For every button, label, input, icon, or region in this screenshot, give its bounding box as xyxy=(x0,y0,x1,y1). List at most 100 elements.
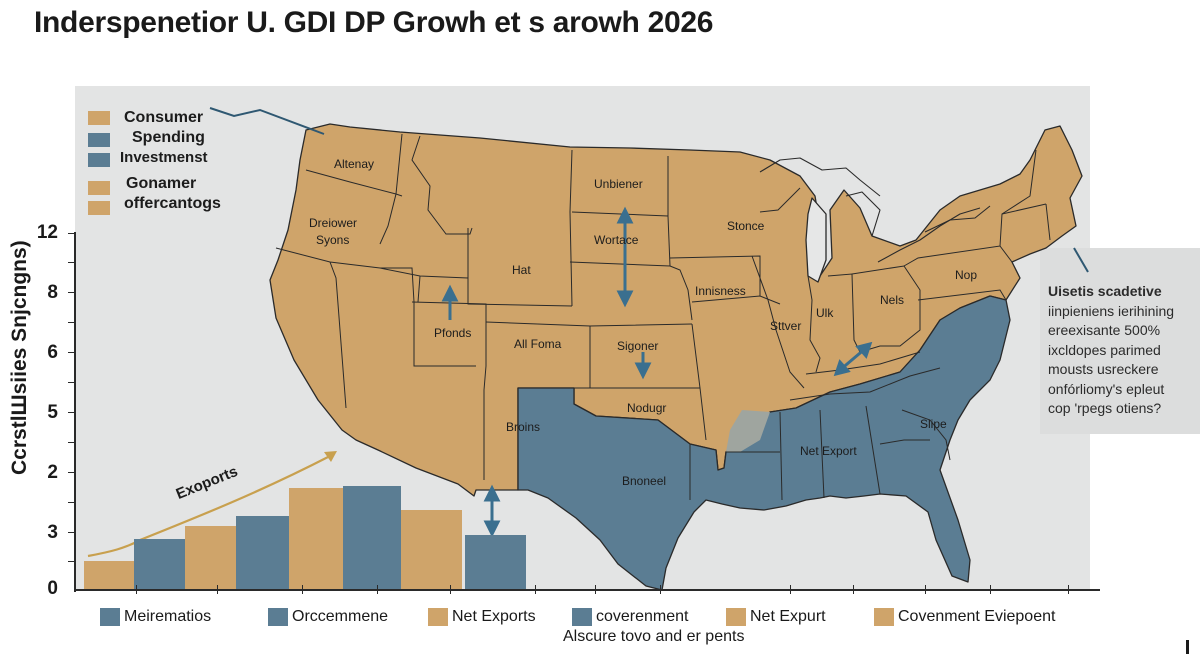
bar-1 xyxy=(84,561,134,589)
legend-top-label: Spending xyxy=(132,129,205,146)
legend-swatch xyxy=(88,133,110,147)
legend-bottom: Meirematios Orccemmene Net Exports cover… xyxy=(100,606,1100,628)
y-tick xyxy=(68,233,75,234)
state-label-kansas: Sigoner xyxy=(617,339,659,353)
legend-top-label: Consumer xyxy=(124,109,204,126)
bar-8 xyxy=(465,535,526,589)
lake-erie-shore xyxy=(877,207,981,263)
y-tick xyxy=(68,382,75,383)
legend-bottom-item: coverenment xyxy=(572,606,689,628)
x-tick xyxy=(535,585,536,594)
x-tick xyxy=(790,585,791,594)
side-note-line: Uisetis scadetive xyxy=(1048,283,1162,299)
bar-3 xyxy=(185,526,236,589)
x-tick xyxy=(302,585,303,594)
state-label-indiana: Ulk xyxy=(816,306,834,320)
x-tick xyxy=(377,585,378,594)
side-note-line: onfórliomy's epleut xyxy=(1048,380,1165,397)
state-label-south-carolina: Slipe xyxy=(920,417,947,431)
x-tick xyxy=(990,585,991,594)
state-label-texas: Bnoneel xyxy=(622,474,667,488)
bar-4 xyxy=(236,516,289,589)
legend-swatch xyxy=(100,608,120,626)
legend-top-item xyxy=(88,130,110,150)
legend-bottom-label: coverenment xyxy=(596,608,689,625)
x-tick xyxy=(595,585,596,594)
state-label-oklahoma: Nodugr xyxy=(627,401,667,415)
state-label-alabama: Net Export xyxy=(800,444,857,458)
corner-mark xyxy=(1186,640,1189,654)
x-tick xyxy=(925,585,926,594)
lake-superior-shore xyxy=(759,157,881,197)
bar-5 xyxy=(289,488,343,589)
lake-huron-shore xyxy=(845,191,881,237)
x-axis-label: Alscure tovo and er pents xyxy=(563,628,745,645)
chart-title: Inderspenetior U. GDI DP Growh et s arow… xyxy=(34,6,714,39)
legend-bottom-label: Meirematios xyxy=(124,608,212,625)
legend-top-item xyxy=(88,150,110,170)
lake-ontario-shore xyxy=(924,205,991,233)
x-tick xyxy=(217,585,218,594)
lake-michigan xyxy=(805,197,827,283)
bar-6 xyxy=(343,486,401,589)
y-tick-label: 8 xyxy=(47,282,58,303)
legend-top-label: Investmenst xyxy=(120,149,208,166)
y-tick xyxy=(68,292,75,293)
legend-swatch xyxy=(88,153,110,167)
y-tick-label: 2 xyxy=(47,462,58,483)
state-label-oregon-2: Syons xyxy=(316,233,350,247)
x-tick xyxy=(1068,585,1069,594)
legend-top-item xyxy=(88,108,110,128)
bar-7 xyxy=(401,510,462,589)
legend-top-item xyxy=(88,178,110,198)
y-tick-label: 3 xyxy=(47,522,58,543)
y-tick xyxy=(68,532,75,533)
leader-line-right xyxy=(1073,247,1089,273)
y-tick-label: 12 xyxy=(36,222,58,243)
legend-bottom-label: Net Expurt xyxy=(750,608,826,625)
state-label-north-dakota: Unbiener xyxy=(594,177,643,191)
legend-swatch xyxy=(88,111,110,125)
x-tick xyxy=(450,585,451,594)
legend-swatch xyxy=(88,181,110,195)
legend-swatch xyxy=(268,608,288,626)
state-label-wisconsin: Stonce xyxy=(727,219,765,233)
legend-swatch xyxy=(428,608,448,626)
y-axis-label: CcrstlШsiies Snjcngns) xyxy=(8,240,31,475)
side-note-line: cop 'rpegs otiens? xyxy=(1048,400,1162,416)
y-axis xyxy=(74,232,76,592)
state-label-pennsylvania: Nop xyxy=(955,268,978,282)
y-tick xyxy=(68,352,75,353)
leader-line-top xyxy=(209,107,325,135)
legend-bottom-item: Meirematios xyxy=(100,606,211,628)
exports-arrowhead xyxy=(324,451,337,462)
side-note: Uisetis scadetive iinpieniens ierihining… xyxy=(1048,282,1198,419)
bar-series xyxy=(84,480,526,589)
legend-top-label: offercantogs xyxy=(124,195,221,212)
legend-bottom-label: Covenment Eviepoent xyxy=(898,608,1056,625)
bar-2 xyxy=(134,539,185,589)
y-tick-label: 6 xyxy=(47,342,58,363)
state-label-ohio: Nels xyxy=(880,293,905,307)
exports-arrow xyxy=(87,455,331,558)
legend-bottom-item: Net Exports xyxy=(428,606,536,628)
state-label-wyoming: Hat xyxy=(512,263,531,277)
y-tick xyxy=(68,561,75,562)
x-tick xyxy=(660,585,661,594)
side-note-panel xyxy=(1040,248,1200,434)
state-label-south-dakota: Wortace xyxy=(594,233,639,247)
x-tick xyxy=(853,585,854,594)
legend-swatch xyxy=(88,201,110,215)
legend-top-label: Gonamer xyxy=(126,175,197,192)
legend-bottom-label: Net Exports xyxy=(452,608,536,625)
y-tick-label: 0 xyxy=(47,578,58,599)
legend-swatch xyxy=(572,608,592,626)
y-tick xyxy=(68,442,75,443)
y-tick xyxy=(68,322,75,323)
legend-swatch xyxy=(726,608,746,626)
side-note-line: mousts usreckere xyxy=(1048,361,1159,377)
y-tick xyxy=(68,262,75,263)
y-tick xyxy=(68,412,75,413)
side-note-line: iinpieniens ierihining xyxy=(1048,302,1175,319)
map-region-transition xyxy=(726,410,770,452)
